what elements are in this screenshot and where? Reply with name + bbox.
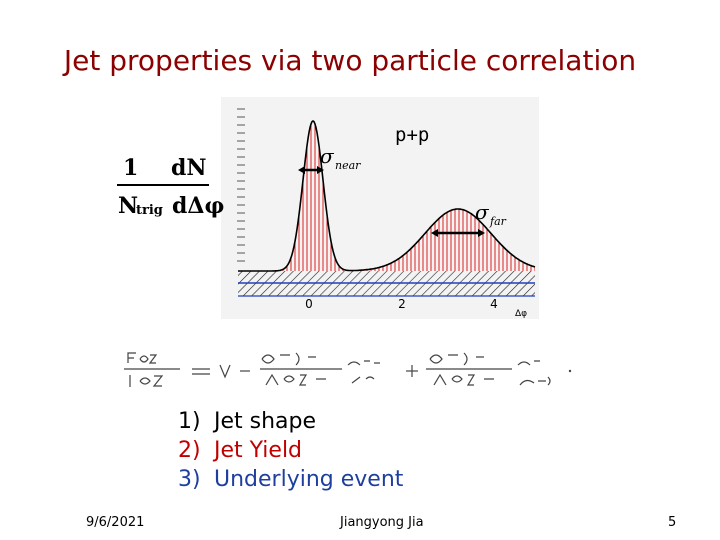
sigma-far-subscript: far: [489, 215, 507, 228]
list-item-number: 1): [178, 409, 201, 434]
near-width-arrow: [298, 166, 324, 174]
property-list: 1) Jet shape 2) Jet Yield 3) Underlying eve…: [178, 407, 403, 494]
slide-title: Jet properties via two particle correlat…: [63, 44, 637, 77]
list-item: 3) Underlying event: [178, 465, 403, 494]
list-item-text: Jet Yield: [214, 438, 303, 463]
correlation-curve: [238, 120, 536, 272]
far-width-arrow: [431, 229, 485, 237]
sigma-near-symbol: σ: [320, 144, 335, 168]
sigma-near-subscript: near: [335, 159, 361, 172]
sigma-far-symbol: σ: [475, 200, 490, 224]
fraction-bar: [117, 184, 209, 186]
x-tick-2: 2: [398, 297, 406, 311]
fit-formula-svg: [124, 352, 572, 387]
list-item-number: 3): [178, 467, 201, 492]
correlation-plot-svg: p+p σ near σ far 0 2 4 Δφ: [221, 97, 539, 319]
list-item: 1) Jet shape: [178, 407, 403, 436]
footer-date: 9/6/2021: [86, 515, 145, 530]
list-item: 2) Jet Yield: [178, 436, 403, 465]
x-axis-label: Δφ: [515, 309, 527, 319]
x-tick-4: 4: [490, 297, 498, 311]
correlation-plot: p+p σ near σ far 0 2 4 Δφ: [221, 97, 539, 319]
lhs-trig: trig: [136, 203, 163, 218]
fit-formula-image: [120, 343, 576, 399]
lhs-one: 1: [123, 155, 139, 181]
list-item-number: 2): [178, 438, 201, 463]
lhs-n: N: [118, 193, 139, 219]
lhs-ddphi: dΔφ: [172, 193, 225, 219]
collision-label: p+p: [395, 124, 429, 146]
list-item-text: Underlying event: [214, 467, 404, 492]
footer-author: Jiangyong Jia: [340, 515, 424, 530]
y-axis-ticks: [237, 108, 245, 262]
footer-page-number: 5: [668, 515, 677, 530]
x-tick-0: 0: [305, 297, 313, 311]
lhs-dn: dN: [171, 155, 207, 181]
list-item-text: Jet shape: [214, 409, 317, 434]
